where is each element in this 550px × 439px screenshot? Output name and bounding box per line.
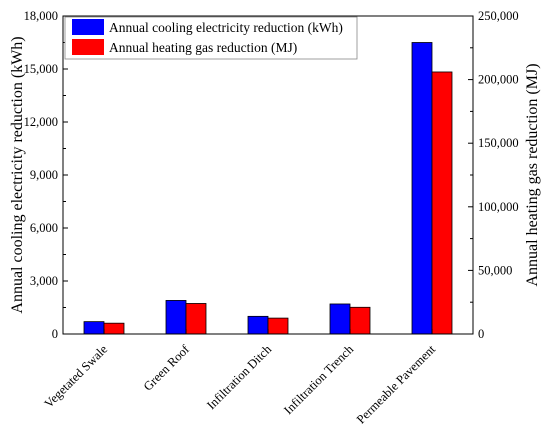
legend-swatch-cooling xyxy=(72,19,104,35)
bar-heating-2 xyxy=(185,303,207,335)
right-tick-label: 50,000 xyxy=(478,263,512,277)
right-tick-label: 150,000 xyxy=(478,136,519,150)
bar-heating-1 xyxy=(103,322,125,335)
bar-cooling-3 xyxy=(247,315,269,335)
legend-swatch-heating xyxy=(72,39,104,55)
right-tick-label: 100,000 xyxy=(478,200,519,214)
right-axis-title: Annual heating gas reduction (MJ) xyxy=(524,63,541,286)
bar-cooling-4 xyxy=(329,303,351,335)
left-tick-label: 0 xyxy=(52,327,58,341)
left-tick-label: 12,000 xyxy=(24,115,58,129)
x-axis-ticks: Vegetated Swale Green Roof Infiltration Di… xyxy=(42,329,439,427)
category-label: Green Roof xyxy=(141,342,193,394)
left-tick-label: 9,000 xyxy=(30,168,58,182)
bar-cooling-1 xyxy=(83,321,105,335)
right-tick-label: 250,000 xyxy=(478,9,519,23)
left-tick-label: 6,000 xyxy=(30,221,58,235)
legend-label-heating: Annual heating gas reduction (MJ) xyxy=(109,40,297,55)
bar-heating-4 xyxy=(349,306,371,335)
category-label: Infiltration Ditch xyxy=(204,342,275,413)
bar-cooling-5 xyxy=(411,42,433,335)
bar-cooling-2 xyxy=(165,300,187,335)
legend-box xyxy=(64,16,358,60)
legend-label-cooling: Annual cooling electricity reduction (kW… xyxy=(109,20,343,35)
left-tick-label: 15,000 xyxy=(24,62,58,76)
left-axis-title: Annual cooling electricity reduction (kW… xyxy=(9,36,26,313)
right-tick-label: 200,000 xyxy=(478,73,519,87)
category-label: Infiltration Trench xyxy=(281,342,356,417)
category-label: Vegetated Swale xyxy=(42,342,111,411)
left-tick-label: 18,000 xyxy=(24,9,58,23)
category-label: Permeable Pavement xyxy=(354,342,439,427)
bar-heating-3 xyxy=(267,317,289,335)
right-axis-ticks: 0 50,000 100,000 150,000 200,000 250,000 xyxy=(468,9,519,341)
legend: Annual cooling electricity reduction (kW… xyxy=(64,16,358,60)
axes xyxy=(62,15,474,335)
bar-heating-5 xyxy=(431,71,453,335)
left-tick-label: 3,000 xyxy=(30,274,58,288)
plot-frame xyxy=(62,15,474,335)
bars xyxy=(83,42,453,335)
left-axis-ticks: 0 3,000 6,000 9,000 12,000 15,000 18,000 xyxy=(24,9,68,341)
right-tick-label: 0 xyxy=(478,327,484,341)
